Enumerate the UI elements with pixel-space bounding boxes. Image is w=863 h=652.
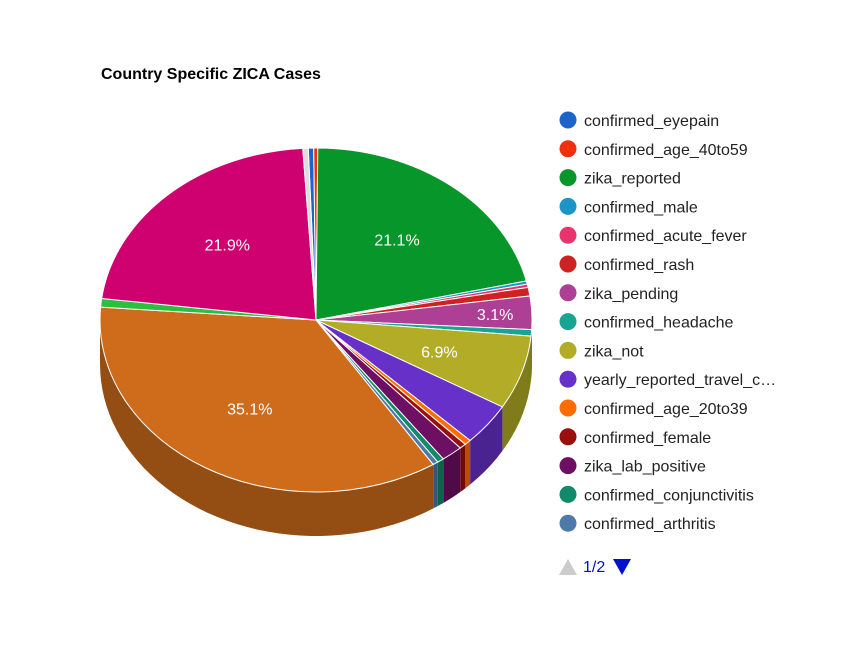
legend-swatch <box>559 370 577 388</box>
pie-side-walls <box>100 320 532 536</box>
pie-side-zika_lab_positive <box>443 448 461 503</box>
legend-item[interactable]: confirmed_female <box>559 428 712 447</box>
legend-swatch <box>559 514 577 532</box>
legend-label: confirmed_acute_fever <box>584 228 747 245</box>
legend-swatch <box>559 140 577 158</box>
legend-page-up-icon[interactable] <box>559 559 577 575</box>
legend-item[interactable]: zika_pending <box>559 284 679 303</box>
legend-swatch <box>559 255 577 273</box>
pie-slice-unlisted-15[interactable] <box>99 306 434 493</box>
legend-item[interactable]: confirmed_age_20to39 <box>559 399 748 419</box>
legend-swatch <box>559 457 577 475</box>
legend-swatch <box>559 428 577 446</box>
slice-label-zika_not: 6.9% <box>421 345 457 362</box>
legend-item[interactable]: zika_reported <box>559 169 681 188</box>
legend-page-indicator: 1/2 <box>583 559 605 576</box>
legend-swatch <box>559 399 577 417</box>
pie-slices <box>99 147 533 493</box>
pie-side-confirmed_arthritis <box>433 462 438 509</box>
slice-label-zika_pending: 3.1% <box>477 307 513 324</box>
legend-label: zika_lab_positive <box>584 459 706 476</box>
slice-label-unlisted-15: 35.1% <box>227 402 272 419</box>
legend-swatch <box>559 169 577 187</box>
legend-label: confirmed_age_20to39 <box>584 401 748 418</box>
legend-label: confirmed_arthritis <box>584 516 716 533</box>
legend-swatch <box>559 341 577 359</box>
legend-item[interactable]: yearly_reported_travel_c… <box>559 370 777 390</box>
legend-item[interactable]: confirmed_male <box>559 197 698 217</box>
pie-side-confirmed_headache <box>531 329 532 381</box>
legend-swatch <box>559 485 577 503</box>
legend-swatch <box>559 111 577 129</box>
pie-slice-unlisted-17[interactable] <box>101 147 317 321</box>
pie-3d: 21.1% 3.1% 6.9% 35.1% 21.9% <box>99 147 533 536</box>
legend-item[interactable]: confirmed_arthritis <box>559 514 716 534</box>
legend-item[interactable]: confirmed_rash <box>559 255 695 275</box>
legend-swatch <box>559 197 577 215</box>
pie-slice-unlisted-18[interactable] <box>302 147 317 321</box>
legend-label: confirmed_rash <box>584 257 694 274</box>
slice-label-unlisted-17: 21.9% <box>205 238 250 255</box>
legend-label: zika_pending <box>584 286 678 303</box>
legend-label: confirmed_conjunctivitis <box>584 487 754 504</box>
chart-title: Country Specific ZICA Cases <box>101 66 321 83</box>
legend-label: confirmed_eyepain <box>584 113 719 130</box>
legend-swatch <box>559 226 577 244</box>
legend-item[interactable]: confirmed_age_40to59 <box>559 140 748 159</box>
legend-label: zika_not <box>584 343 644 360</box>
legend-item[interactable]: confirmed_acute_fever <box>559 226 748 246</box>
pie-side-confirmed_conjunctivitis <box>437 458 444 507</box>
legend-label: confirmed_headache <box>584 315 734 332</box>
legend-item[interactable]: zika_not <box>559 341 645 361</box>
legend-page-down-icon[interactable] <box>613 559 631 575</box>
legend-item[interactable]: zika_lab_positive <box>559 457 706 476</box>
pie-slice-zika_reported[interactable] <box>315 147 528 321</box>
pie-side-yearly_reported_travel_c… <box>470 406 503 485</box>
legend-item[interactable]: confirmed_eyepain <box>559 111 720 131</box>
legend-item[interactable]: confirmed_headache <box>559 313 734 332</box>
legend-swatch <box>559 284 577 302</box>
pie-side-confirmed_age_20to39 <box>465 440 471 489</box>
legend-item[interactable]: confirmed_conjunctivitis <box>559 485 754 505</box>
legend-label: yearly_reported_travel_c… <box>584 372 776 389</box>
pie-side-slice-15 <box>100 320 434 536</box>
legend-label: zika_reported <box>584 171 681 188</box>
pie-data-labels: 21.1% 3.1% 6.9% 35.1% 21.9% <box>205 232 514 418</box>
legend-label: confirmed_age_40to59 <box>584 142 748 159</box>
legend-swatch <box>559 313 577 331</box>
legend-label: confirmed_male <box>584 199 698 216</box>
legend-pager: 1/2 <box>559 559 631 576</box>
pie-side-zika_not <box>502 336 532 451</box>
legend: confirmed_eyepain confirmed_age_40to59zik… <box>559 111 777 534</box>
pie-side-confirmed_female <box>460 444 466 493</box>
legend-label: confirmed_female <box>584 430 711 447</box>
slice-label-zika_reported: 21.1% <box>374 232 419 249</box>
